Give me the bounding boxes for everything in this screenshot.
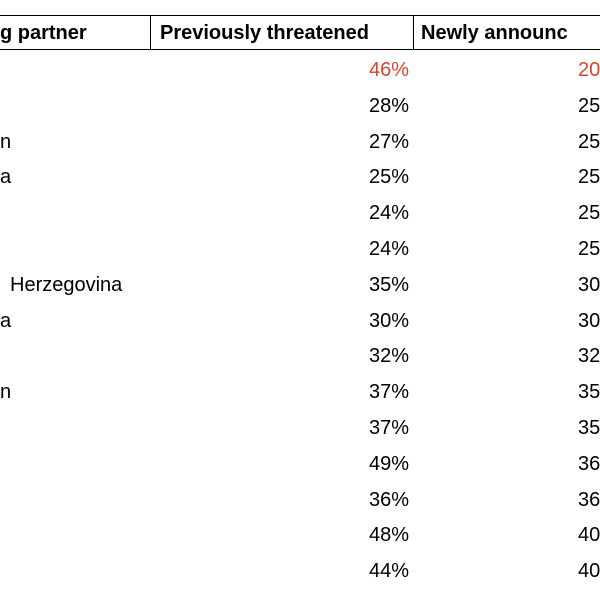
row-label: a (0, 166, 12, 189)
previous-cell: 25% (368, 166, 409, 189)
new-cell: 40 (578, 524, 600, 547)
previous-cell: 48% (368, 524, 409, 547)
previous-cell: 28% (368, 94, 409, 117)
new-cell: 36 (578, 452, 600, 475)
previous-cell: 30% (368, 309, 409, 332)
new-cell: 25 (578, 130, 600, 153)
column-border (150, 15, 151, 50)
previous-cell: 37% (368, 381, 409, 404)
previous-cell: 44% (368, 560, 409, 583)
header-cell: Newly announc (421, 22, 568, 44)
previous-cell: 32% (368, 345, 409, 368)
row-label: Herzegovina (10, 273, 123, 296)
column-border (413, 15, 414, 50)
new-cell: 30 (578, 273, 600, 296)
new-cell: 32 (578, 345, 600, 368)
new-cell: 20 (578, 59, 600, 81)
new-cell: 25 (578, 166, 600, 189)
new-cell: 30 (578, 309, 600, 332)
header-cell: Previously threatened (160, 22, 369, 44)
previous-cell: 49% (368, 452, 409, 475)
row-label: n (0, 130, 12, 153)
new-cell: 36 (578, 488, 600, 511)
new-cell: 25 (578, 238, 600, 260)
header-top-border (0, 15, 600, 16)
new-cell: 25 (578, 202, 600, 225)
header-cell: g partner (0, 22, 87, 44)
header-bottom-border (0, 49, 600, 50)
previous-cell: 37% (368, 417, 409, 439)
previous-cell: 24% (368, 238, 409, 260)
new-cell: 25 (578, 94, 600, 117)
previous-cell: 27% (368, 130, 409, 153)
row-label: n (0, 381, 12, 404)
previous-cell: 35% (368, 273, 409, 296)
new-cell: 35 (578, 417, 600, 439)
new-cell: 40 (578, 560, 600, 583)
previous-cell: 46% (368, 59, 409, 81)
previous-cell: 36% (368, 488, 409, 511)
previous-cell: 24% (368, 202, 409, 225)
new-cell: 35 (578, 381, 600, 404)
row-label: a (0, 309, 12, 332)
